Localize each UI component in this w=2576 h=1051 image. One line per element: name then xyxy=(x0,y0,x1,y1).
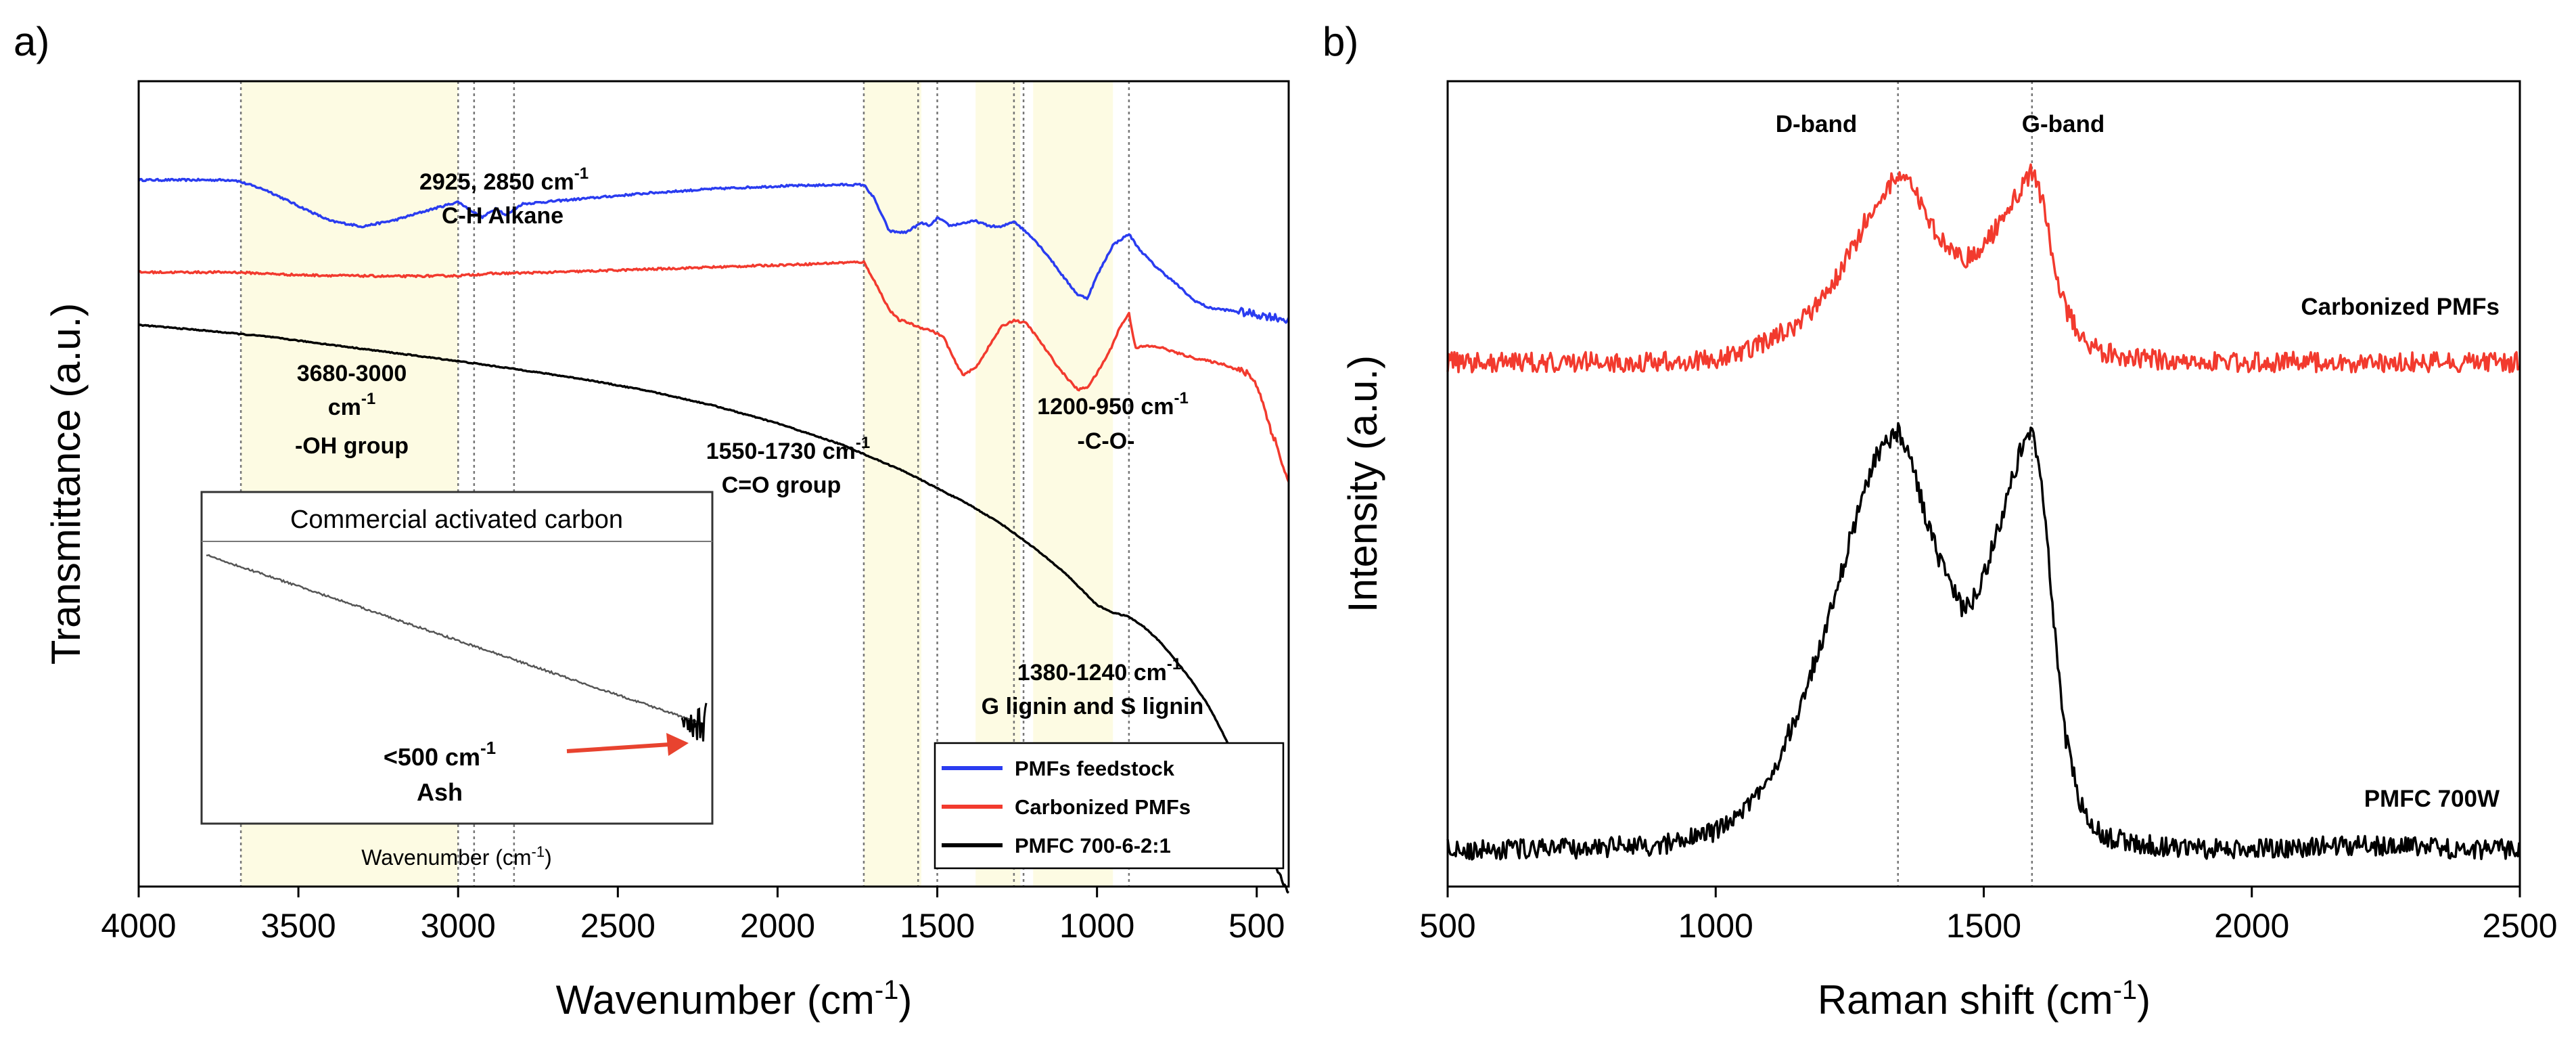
inset-annotation-line1: <500 cm-1 xyxy=(384,738,496,771)
inset-xlabel: Wavenumber (cm-1) xyxy=(361,843,552,870)
raman-x-tick-label-500: 500 xyxy=(1419,907,1475,945)
y-axis-label-b: Intensity (a.u.) xyxy=(1340,355,1385,612)
legend-label-pmfs-feedstock: PMFs feedstock xyxy=(1015,757,1175,780)
plot-frame-b xyxy=(1446,80,2521,888)
annotation-oh-line2: cm-1 xyxy=(328,390,375,420)
panel-a-label: a) xyxy=(14,19,49,64)
x-tick-label-3500: 3500 xyxy=(260,907,336,945)
d-band-label: D-band xyxy=(1776,111,1858,137)
annotation-lignin-line1: 1380-1240 cm-1 xyxy=(1017,655,1182,686)
x-tick-label-4000: 4000 xyxy=(101,907,176,945)
legend-label-carbonized-pmfs: Carbonized PMFs xyxy=(1015,795,1191,819)
annotation-co-text: 1550-1730 cm xyxy=(706,439,856,464)
inset-chart: Commercial activated carbon <500 cm-1 As… xyxy=(200,491,714,870)
series-label-carbonized-pmfs: Carbonized PMFs xyxy=(2301,294,2500,320)
x-axis-ticks-b: 500 1000 1500 2000 2500 xyxy=(1419,887,2558,945)
raman-x-tick-label-1000: 1000 xyxy=(1678,907,1753,945)
raman-x-tick-label-2000: 2000 xyxy=(2214,907,2289,945)
panel-a: a) 4000 3500 3000 2500 2000 1500 1000 500 2925,… xyxy=(14,19,1290,1023)
annotation-lignin-text: 1380-1240 cm xyxy=(1017,660,1167,686)
annotation-ch-alkane-sup: -1 xyxy=(574,164,589,183)
x-axis-label-b-sup: -1 xyxy=(2113,975,2138,1005)
raman-x-tick-label-1500: 1500 xyxy=(1946,907,2021,945)
x-axis-label-b-close: ) xyxy=(2137,977,2150,1023)
annotation-lignin-sup: -1 xyxy=(1167,655,1181,673)
panel-b: b) 500 1000 1500 2000 2500 D-band G-band Car… xyxy=(1322,19,2558,1023)
annotation-oh-sup: -1 xyxy=(361,390,375,408)
x-tick-label-3000: 3000 xyxy=(421,907,496,945)
x-axis-label-b: Raman shift (cm-1) xyxy=(1818,975,2150,1023)
annotation-ch-alkane: 2925, 2850 cm-1 xyxy=(419,164,589,195)
x-tick-label-1000: 1000 xyxy=(1059,907,1134,945)
annotation-co-sup: -1 xyxy=(856,434,870,452)
inset-xlabel-text: Wavenumber (cm xyxy=(361,845,531,870)
raman-series-line-carbonized-pmfs xyxy=(1446,163,2521,374)
raman-x-tick-label-2500: 2500 xyxy=(2482,907,2557,945)
series-group-b xyxy=(1446,163,2521,861)
x-axis-label-b-text: Raman shift (cm xyxy=(1818,977,2113,1023)
x-axis-ticks: 4000 3500 3000 2500 2000 1500 1000 500 xyxy=(101,887,1285,945)
series-line-pmfc-700-6-2-1 xyxy=(138,323,1290,894)
legend-label-pmfc: PMFC 700-6-2:1 xyxy=(1015,834,1171,857)
inset-arrow-shaft xyxy=(566,742,670,753)
y-axis-label-a: Transmittance (a.u.) xyxy=(43,303,89,665)
annotation-oh-line3: -OH group xyxy=(295,433,409,459)
inset-annotation-line2: Ash xyxy=(417,778,463,806)
inset-arrow-head xyxy=(666,733,689,756)
annotation-c-o-line2: -C-O- xyxy=(1078,428,1135,454)
x-tick-label-2000: 2000 xyxy=(740,907,815,945)
inset-xlabel-sup: -1 xyxy=(532,843,545,860)
inset-frame xyxy=(200,491,714,825)
x-axis-label-a-sup: -1 xyxy=(875,975,899,1005)
inset-annotation-sup: -1 xyxy=(480,738,496,758)
x-tick-label-500: 500 xyxy=(1228,907,1285,945)
inset-ash-noise xyxy=(681,702,708,742)
series-group xyxy=(137,177,1290,894)
x-tick-label-1500: 1500 xyxy=(900,907,975,945)
legend: PMFs feedstock Carbonized PMFs PMFC 700-… xyxy=(934,742,1285,870)
shaded-region-1 xyxy=(863,81,921,887)
series-label-pmfc-700w: PMFC 700W xyxy=(2364,786,2500,812)
panel-b-label: b) xyxy=(1322,19,1358,64)
reference-lines-b xyxy=(1897,81,2033,887)
annotation-c-o-sup: -1 xyxy=(1174,389,1188,407)
annotation-ch-alkane-line1: 2925, 2850 cm xyxy=(419,169,574,195)
raman-series-line-pmfc-700w xyxy=(1446,422,2521,861)
annotation-ch-alkane-line2: C-H Alkane xyxy=(442,203,564,229)
series-line-pmfs-feedstock xyxy=(137,177,1290,324)
annotation-c-o-line1: 1200-950 cm-1 xyxy=(1037,389,1189,420)
inset-title: Commercial activated carbon xyxy=(290,506,623,534)
inset-annotation-text: <500 cm xyxy=(384,743,480,771)
x-axis-label-a-text: Wavenumber (cm xyxy=(556,977,875,1023)
inset-spectrum-line xyxy=(206,554,704,725)
x-axis-label-a: Wavenumber (cm-1) xyxy=(556,975,913,1023)
annotation-oh-cm: cm xyxy=(328,395,361,420)
series-line-carbonized-pmfs xyxy=(138,260,1290,483)
x-tick-label-2500: 2500 xyxy=(580,907,656,945)
annotation-oh-line1: 3680-3000 xyxy=(297,361,407,386)
plot-frame-a xyxy=(137,80,1290,888)
inset-xlabel-close: ) xyxy=(545,845,552,870)
x-axis-label-a-close: ) xyxy=(898,977,912,1023)
annotation-c-o-text: 1200-950 cm xyxy=(1037,394,1174,420)
annotation-co-line2: C=O group xyxy=(722,472,842,498)
annotation-lignin-line2: G lignin and S lignin xyxy=(982,694,1204,719)
annotation-co-line1: 1550-1730 cm-1 xyxy=(706,434,871,464)
g-band-label: G-band xyxy=(2022,111,2104,137)
